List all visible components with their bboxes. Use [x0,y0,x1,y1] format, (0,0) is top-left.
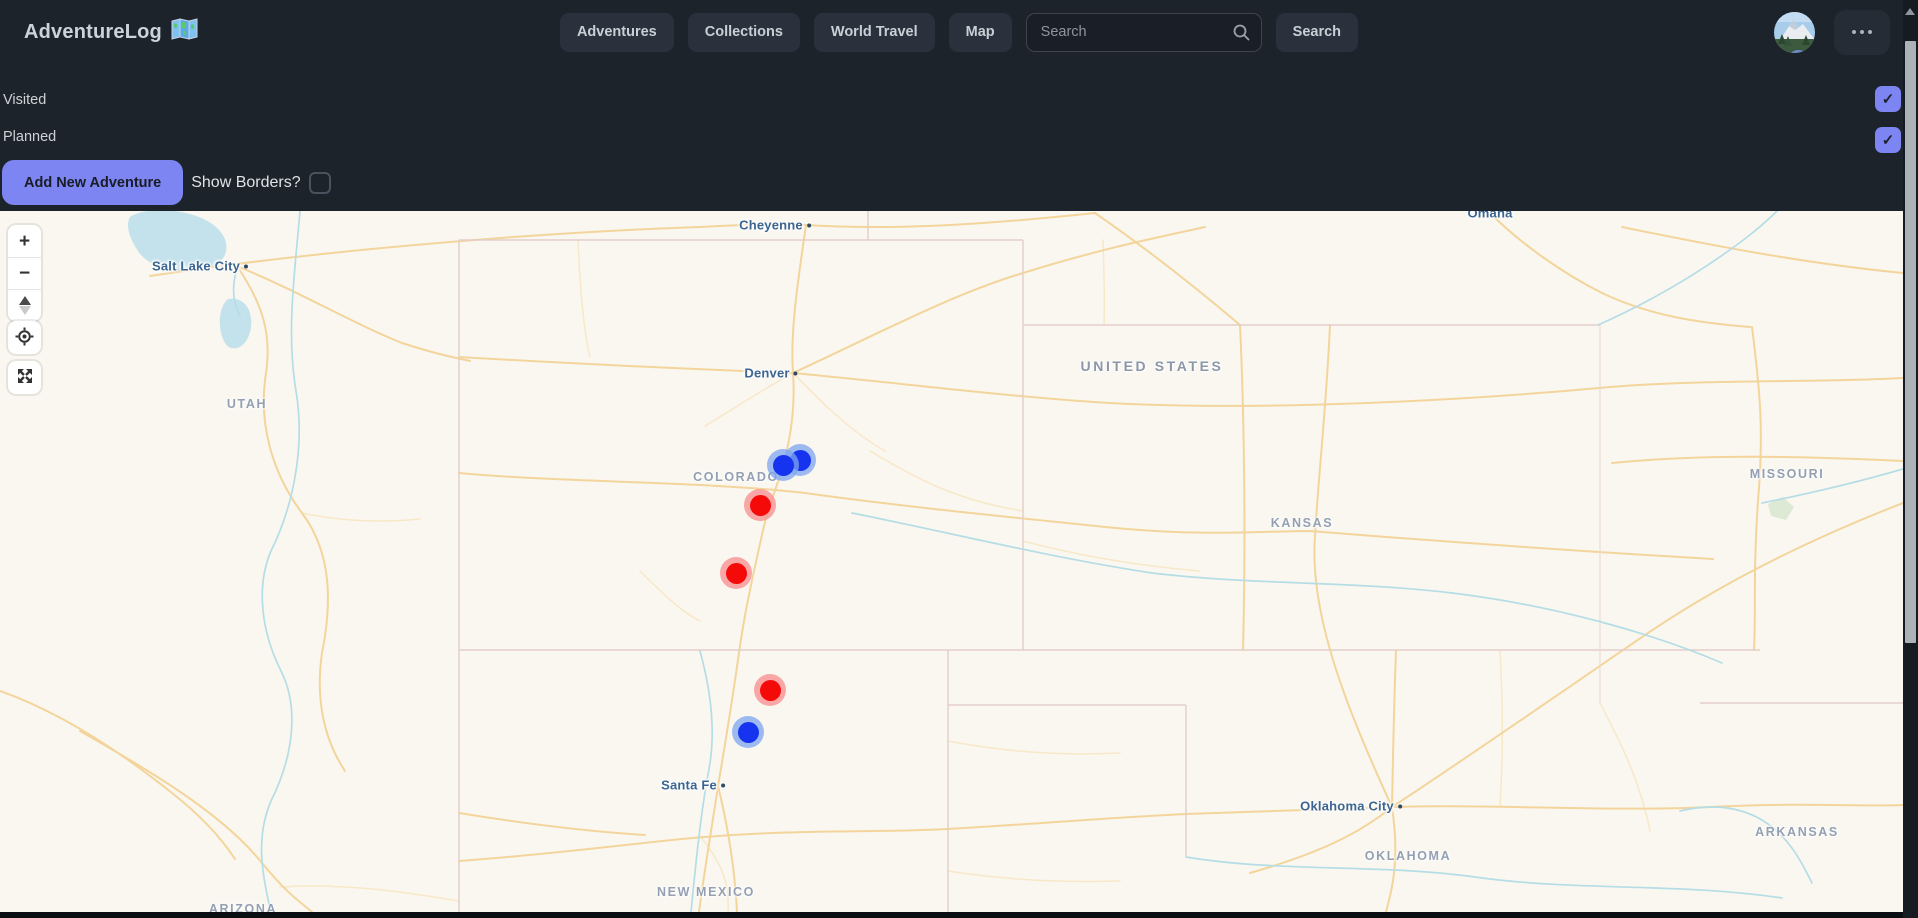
geolocate-button[interactable] [8,321,41,354]
adventure-marker-planned[interactable] [767,449,799,481]
compass-button[interactable] [8,289,41,321]
action-row: Add New Adventure Show Borders? [2,160,331,205]
search-input[interactable] [1025,12,1262,52]
state-label: UTAH [226,397,268,411]
city-label: Oklahoma City [1300,799,1402,814]
visited-checkbox[interactable] [1875,86,1901,112]
planned-label: Planned [3,129,57,145]
marker-core [759,679,781,701]
city-dot-icon [793,371,798,375]
marker-core [772,454,794,476]
nav-map[interactable]: Map [948,12,1012,52]
more-icon [1852,30,1872,34]
show-borders-checkbox[interactable] [308,171,331,194]
map-labels: UNITED STATES UTAH COLORADO KANSAS MISSOURI O… [0,211,1903,912]
state-label: COLORADO [693,470,779,484]
state-label: NEW MEXICO [657,885,755,899]
country-label: UNITED STATES [1080,358,1224,374]
city-dot-icon [806,223,811,227]
minus-icon: − [18,263,31,284]
visited-label: Visited [3,92,47,108]
plus-icon: + [18,230,31,252]
brand-title: AdventureLog [24,20,162,43]
zoom-in-button[interactable]: + [8,225,41,257]
adventure-marker-visited[interactable] [720,557,752,589]
app-header: AdventureLog Adventures Collections Worl… [0,0,1918,211]
geolocate-icon [15,327,34,349]
navbar: AdventureLog Adventures Collections Worl… [0,0,1918,64]
state-label: OKLAHOMA [1364,849,1452,863]
scrollbar-up-icon[interactable] [1905,8,1915,15]
adventure-marker-visited[interactable] [744,489,776,521]
bottom-strip [0,912,1903,918]
city-dot-icon [1397,804,1402,808]
marker-core [749,494,771,516]
nav-adventures[interactable]: Adventures [559,12,674,52]
city-label: Salt Lake City [152,259,249,274]
marker-core [725,562,747,584]
adventure-marker-planned[interactable] [732,716,764,748]
adventure-marker-visited[interactable] [754,674,786,706]
state-label: KANSAS [1270,516,1334,530]
city-dot-icon [244,264,249,268]
city-label: Denver [744,366,798,381]
city-label: Santa Fe [661,778,725,793]
state-label: ARKANSAS [1755,825,1839,839]
page-scrollbar[interactable] [1903,0,1918,918]
nav-collections[interactable]: Collections [687,12,800,52]
search-wrap [1025,12,1262,52]
search-icon [1232,23,1251,47]
state-label: MISSOURI [1749,467,1825,481]
map-zoom-controls: + − [8,225,41,321]
show-borders-label: Show Borders? [191,173,301,191]
marker-core [737,721,759,743]
search-button[interactable]: Search [1275,12,1359,52]
city-dot-icon [720,783,725,787]
world-map-emoji-icon [171,18,198,46]
state-label: ARIZONA [208,902,278,912]
add-new-adventure-button[interactable]: Add New Adventure [2,160,184,205]
brand[interactable]: AdventureLog [24,0,198,64]
scrollbar-thumb[interactable] [1905,41,1916,643]
map-viewport[interactable]: UNITED STATES UTAH COLORADO KANSAS MISSOURI O… [0,211,1903,912]
avatar[interactable] [1774,11,1815,53]
planned-checkbox[interactable] [1875,127,1901,153]
map-canvas [0,211,1903,912]
city-label: Omaha [1467,211,1513,221]
fullscreen-icon [16,367,34,388]
primary-nav: Adventures Collections World Travel Map … [0,0,1918,64]
nav-right [1774,0,1890,64]
map-markers [0,211,1903,912]
nav-world-travel[interactable]: World Travel [813,12,935,52]
compass-icon [18,296,31,315]
zoom-out-button[interactable]: − [8,257,41,289]
fullscreen-button[interactable] [8,361,41,394]
more-menu-button[interactable] [1834,9,1890,55]
city-label: Cheyenne [739,218,811,233]
